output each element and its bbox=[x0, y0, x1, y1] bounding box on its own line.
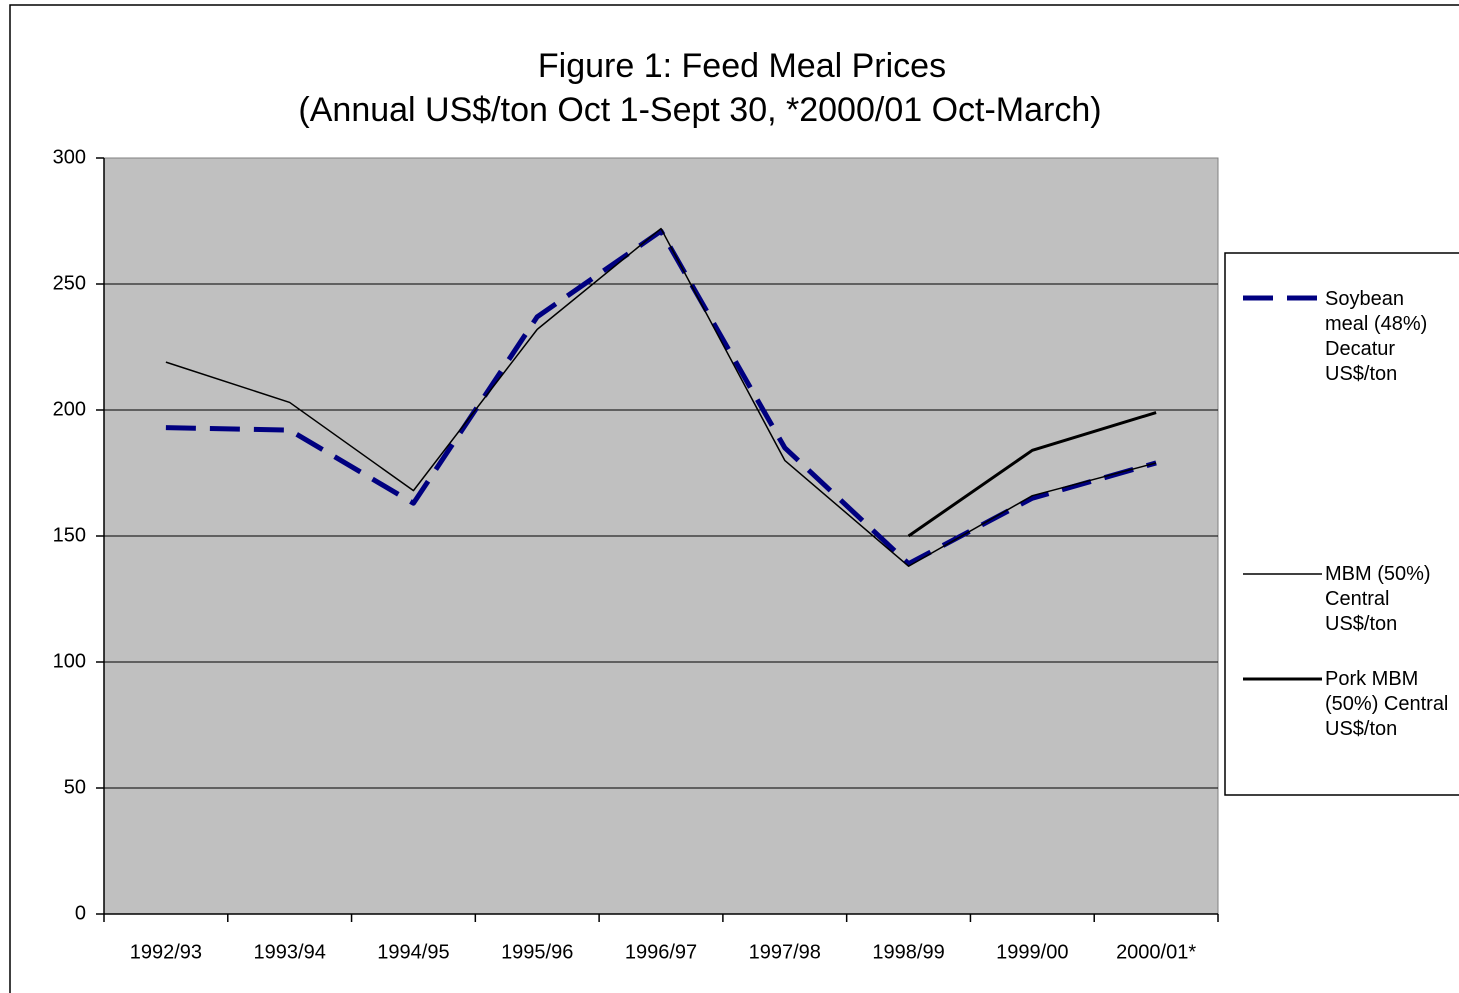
legend-label: Soybean meal (48%) Decatur US$/ton bbox=[1325, 288, 1428, 385]
y-tick-label: 250 bbox=[53, 272, 86, 294]
y-tick-label: 150 bbox=[53, 524, 86, 546]
x-tick-label: 1999/00 bbox=[996, 941, 1068, 963]
x-tick-label: 1996/97 bbox=[625, 941, 697, 963]
y-tick-label: 200 bbox=[53, 398, 86, 420]
y-tick-label: 50 bbox=[64, 776, 86, 798]
chart-subtitle: (Annual US$/ton Oct 1-Sept 30, *2000/01 … bbox=[298, 91, 1101, 129]
legend-box bbox=[1224, 252, 1459, 796]
y-tick-label: 100 bbox=[53, 650, 86, 672]
x-tick-label: 1998/99 bbox=[872, 941, 944, 963]
chart-title: Figure 1: Feed Meal Prices bbox=[538, 47, 946, 85]
legend-label: Pork MBM (50%) Central US$/ton bbox=[1325, 668, 1449, 740]
series-line bbox=[907, 411, 1157, 538]
x-tick-label: 1995/96 bbox=[501, 941, 573, 963]
series-line bbox=[165, 227, 1157, 567]
legend-label: MBM (50%) Central US$/ton bbox=[1325, 563, 1431, 635]
y-tick-label: 0 bbox=[75, 902, 86, 924]
x-tick-label: 1994/95 bbox=[377, 941, 449, 963]
y-tick-label: 300 bbox=[53, 146, 86, 168]
x-tick-label: 1993/94 bbox=[254, 941, 326, 963]
x-tick-label: 1992/93 bbox=[130, 941, 202, 963]
x-tick-label: 1997/98 bbox=[749, 941, 821, 963]
x-tick-label: 2000/01* bbox=[1116, 941, 1196, 963]
